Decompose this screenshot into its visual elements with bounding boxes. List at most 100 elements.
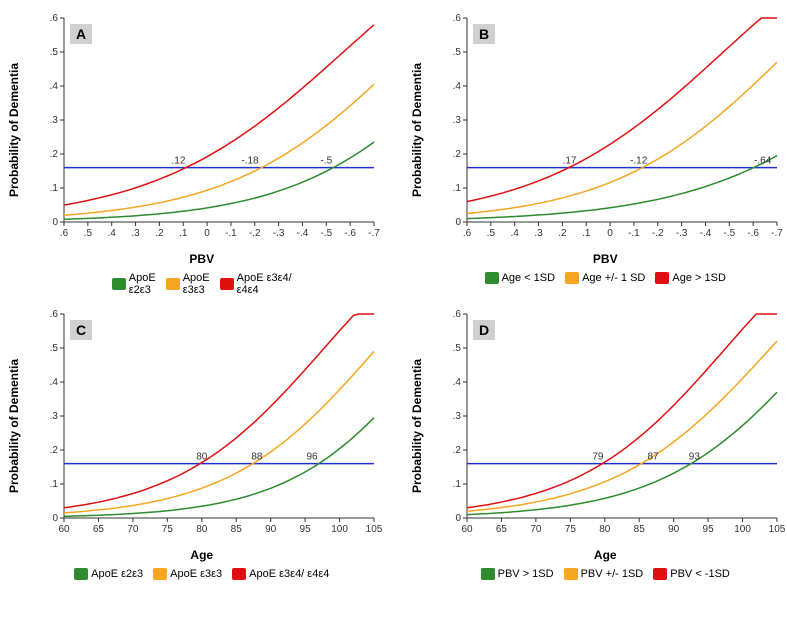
xtick-label: 105 [769,524,785,535]
axes [467,314,777,518]
xtick-label: 95 [703,524,715,535]
chart-svg: 0.1.2.3.4.5.6606570758085909510010580889… [22,306,382,546]
xtick-label: -.5 [320,228,332,239]
ylabel: Probability of Dementia [410,63,424,197]
legend-item: ApoE ε3ε3 [166,272,210,296]
ytick-label: .3 [49,411,58,422]
legend-item: ApoE ε3ε3 [153,568,222,580]
xtick-label: .2 [155,228,164,239]
xtick-label: .3 [131,228,140,239]
xtick-label: .6 [463,228,472,239]
xtick-label: 90 [265,524,277,535]
xtick-label: -.3 [676,228,688,239]
ytick-label: 0 [52,217,58,228]
curve-orange [467,62,777,213]
xlabel: Age [190,548,213,562]
annotation-label: -.12 [630,156,648,167]
axes [64,18,374,222]
ytick-label: .2 [49,445,58,456]
xtick-label: 0 [608,228,614,239]
annotation-label: 88 [251,452,263,463]
panel-letter: D [479,322,489,338]
chart-svg: 0.1.2.3.4.5.6606570758085909510010579879… [425,306,785,546]
curve-green [64,418,374,517]
ylabel: Probability of Dementia [410,359,424,493]
legend-label: Age +/- 1 SD [582,272,645,284]
annotation-label: 80 [196,452,208,463]
ytick-label: .6 [49,309,58,320]
legend: PBV > 1SD PBV +/- 1SD PBV < -1SD [481,568,730,580]
xtick-label: 70 [531,524,543,535]
legend-swatch [74,568,88,580]
ytick-label: .5 [453,343,462,354]
chart-B: Probability of Dementia0.1.2.3.4.5.6.6.5… [425,10,785,250]
curve-red [64,314,374,508]
chart-svg: 0.1.2.3.4.5.6.6.5.4.3.2.10-.1-.2-.3-.4-.… [425,10,785,250]
ylabel: Probability of Dementia [7,63,21,197]
xtick-label: .1 [179,228,188,239]
legend: Age < 1SDAge +/- 1 SDAge > 1SD [485,272,726,284]
chart-C: Probability of Dementia0.1.2.3.4.5.66065… [22,306,382,546]
axes [467,18,777,222]
xtick-label: 60 [58,524,70,535]
curve-orange [64,352,374,514]
annotation-label: -.18 [241,156,259,167]
legend-item: PBV +/- 1SD [564,568,644,580]
curve-green [467,392,777,514]
xtick-label: -.6 [748,228,760,239]
annotation-label: -.64 [754,156,772,167]
legend-swatch [565,272,579,284]
xtick-label: 85 [230,524,242,535]
xtick-label: 0 [204,228,210,239]
legend-label: ApoE ε2ε3 [129,272,156,296]
legend-swatch [220,278,234,290]
legend: ApoE ε2ε3ApoE ε3ε3ApoE ε3ε4/ ε4ε4 [74,568,329,580]
xlabel: PBV [593,252,618,266]
ytick-label: .6 [453,309,462,320]
curve-red [467,18,777,202]
ytick-label: .2 [453,445,462,456]
curve-green [64,142,374,219]
legend-label: PBV < -1SD [670,568,730,580]
ytick-label: .5 [49,47,58,58]
xtick-label: .4 [511,228,520,239]
curve-red [467,314,777,508]
xtick-label: 80 [599,524,611,535]
legend-item: ApoE ε2ε3 [112,272,156,296]
panel-letter: B [479,26,489,42]
legend-label: ApoE ε3ε4/ ε4ε4 [237,272,292,296]
ylabel: Probability of Dementia [7,359,21,493]
annotation-label: 79 [593,452,605,463]
xtick-label: .4 [107,228,116,239]
panel-letter: A [76,26,86,42]
chart-grid: Probability of Dementia 0 .1 .2 .3 .4 .5 .6 .6 .5… [10,10,787,580]
ytick-label: .4 [49,377,58,388]
xtick-label: .5 [83,228,92,239]
legend-swatch [232,568,246,580]
xtick-label: 90 [668,524,680,535]
xtick-label: 70 [127,524,139,535]
ytick-label: .5 [49,343,58,354]
chart-svg: 0.1.2.3.4.5.6.6.5.4.3.2.10-.1-.2-.3-.4-.… [22,10,382,250]
ytick-label: .2 [453,149,462,160]
ytick-label: .4 [49,81,58,92]
annotation-label: 96 [306,452,318,463]
ytick-label: 0 [52,513,58,524]
ytick-label: .1 [49,183,58,194]
ytick-label: .5 [453,47,462,58]
annotation-label: 93 [689,452,701,463]
legend-item: PBV > 1SD [481,568,554,580]
xtick-label: -.7 [368,228,380,239]
legend-swatch [653,568,667,580]
xtick-label: -.1 [628,228,640,239]
xtick-label: 80 [196,524,208,535]
annotation-label: .12 [171,156,185,167]
ytick-label: .3 [453,115,462,126]
legend-label: ApoE ε3ε3 [170,568,222,580]
legend-item: Age < 1SD [485,272,556,284]
xtick-label: -.1 [225,228,237,239]
legend-item: Age +/- 1 SD [565,272,645,284]
legend-label: ApoE ε3ε4/ ε4ε4 [249,568,329,580]
panel-letter: C [76,322,86,338]
xtick-label: -.6 [344,228,356,239]
